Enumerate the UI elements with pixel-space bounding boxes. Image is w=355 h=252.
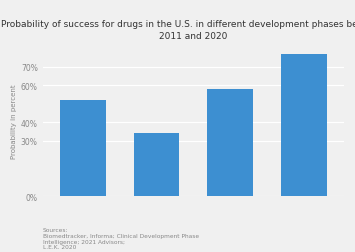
Bar bbox=[60, 101, 106, 197]
Title: Probability of success for drugs in the U.S. in different development phases bet: Probability of success for drugs in the … bbox=[1, 20, 355, 40]
Y-axis label: Probability in percent: Probability in percent bbox=[11, 84, 17, 158]
Text: Sources:
Biomedtracker, Informa; Clinical Development Phase
Intelligence; 2021 A: Sources: Biomedtracker, Informa; Clinica… bbox=[43, 227, 199, 249]
Bar bbox=[134, 134, 180, 197]
Bar bbox=[281, 55, 327, 197]
Bar bbox=[207, 90, 253, 197]
